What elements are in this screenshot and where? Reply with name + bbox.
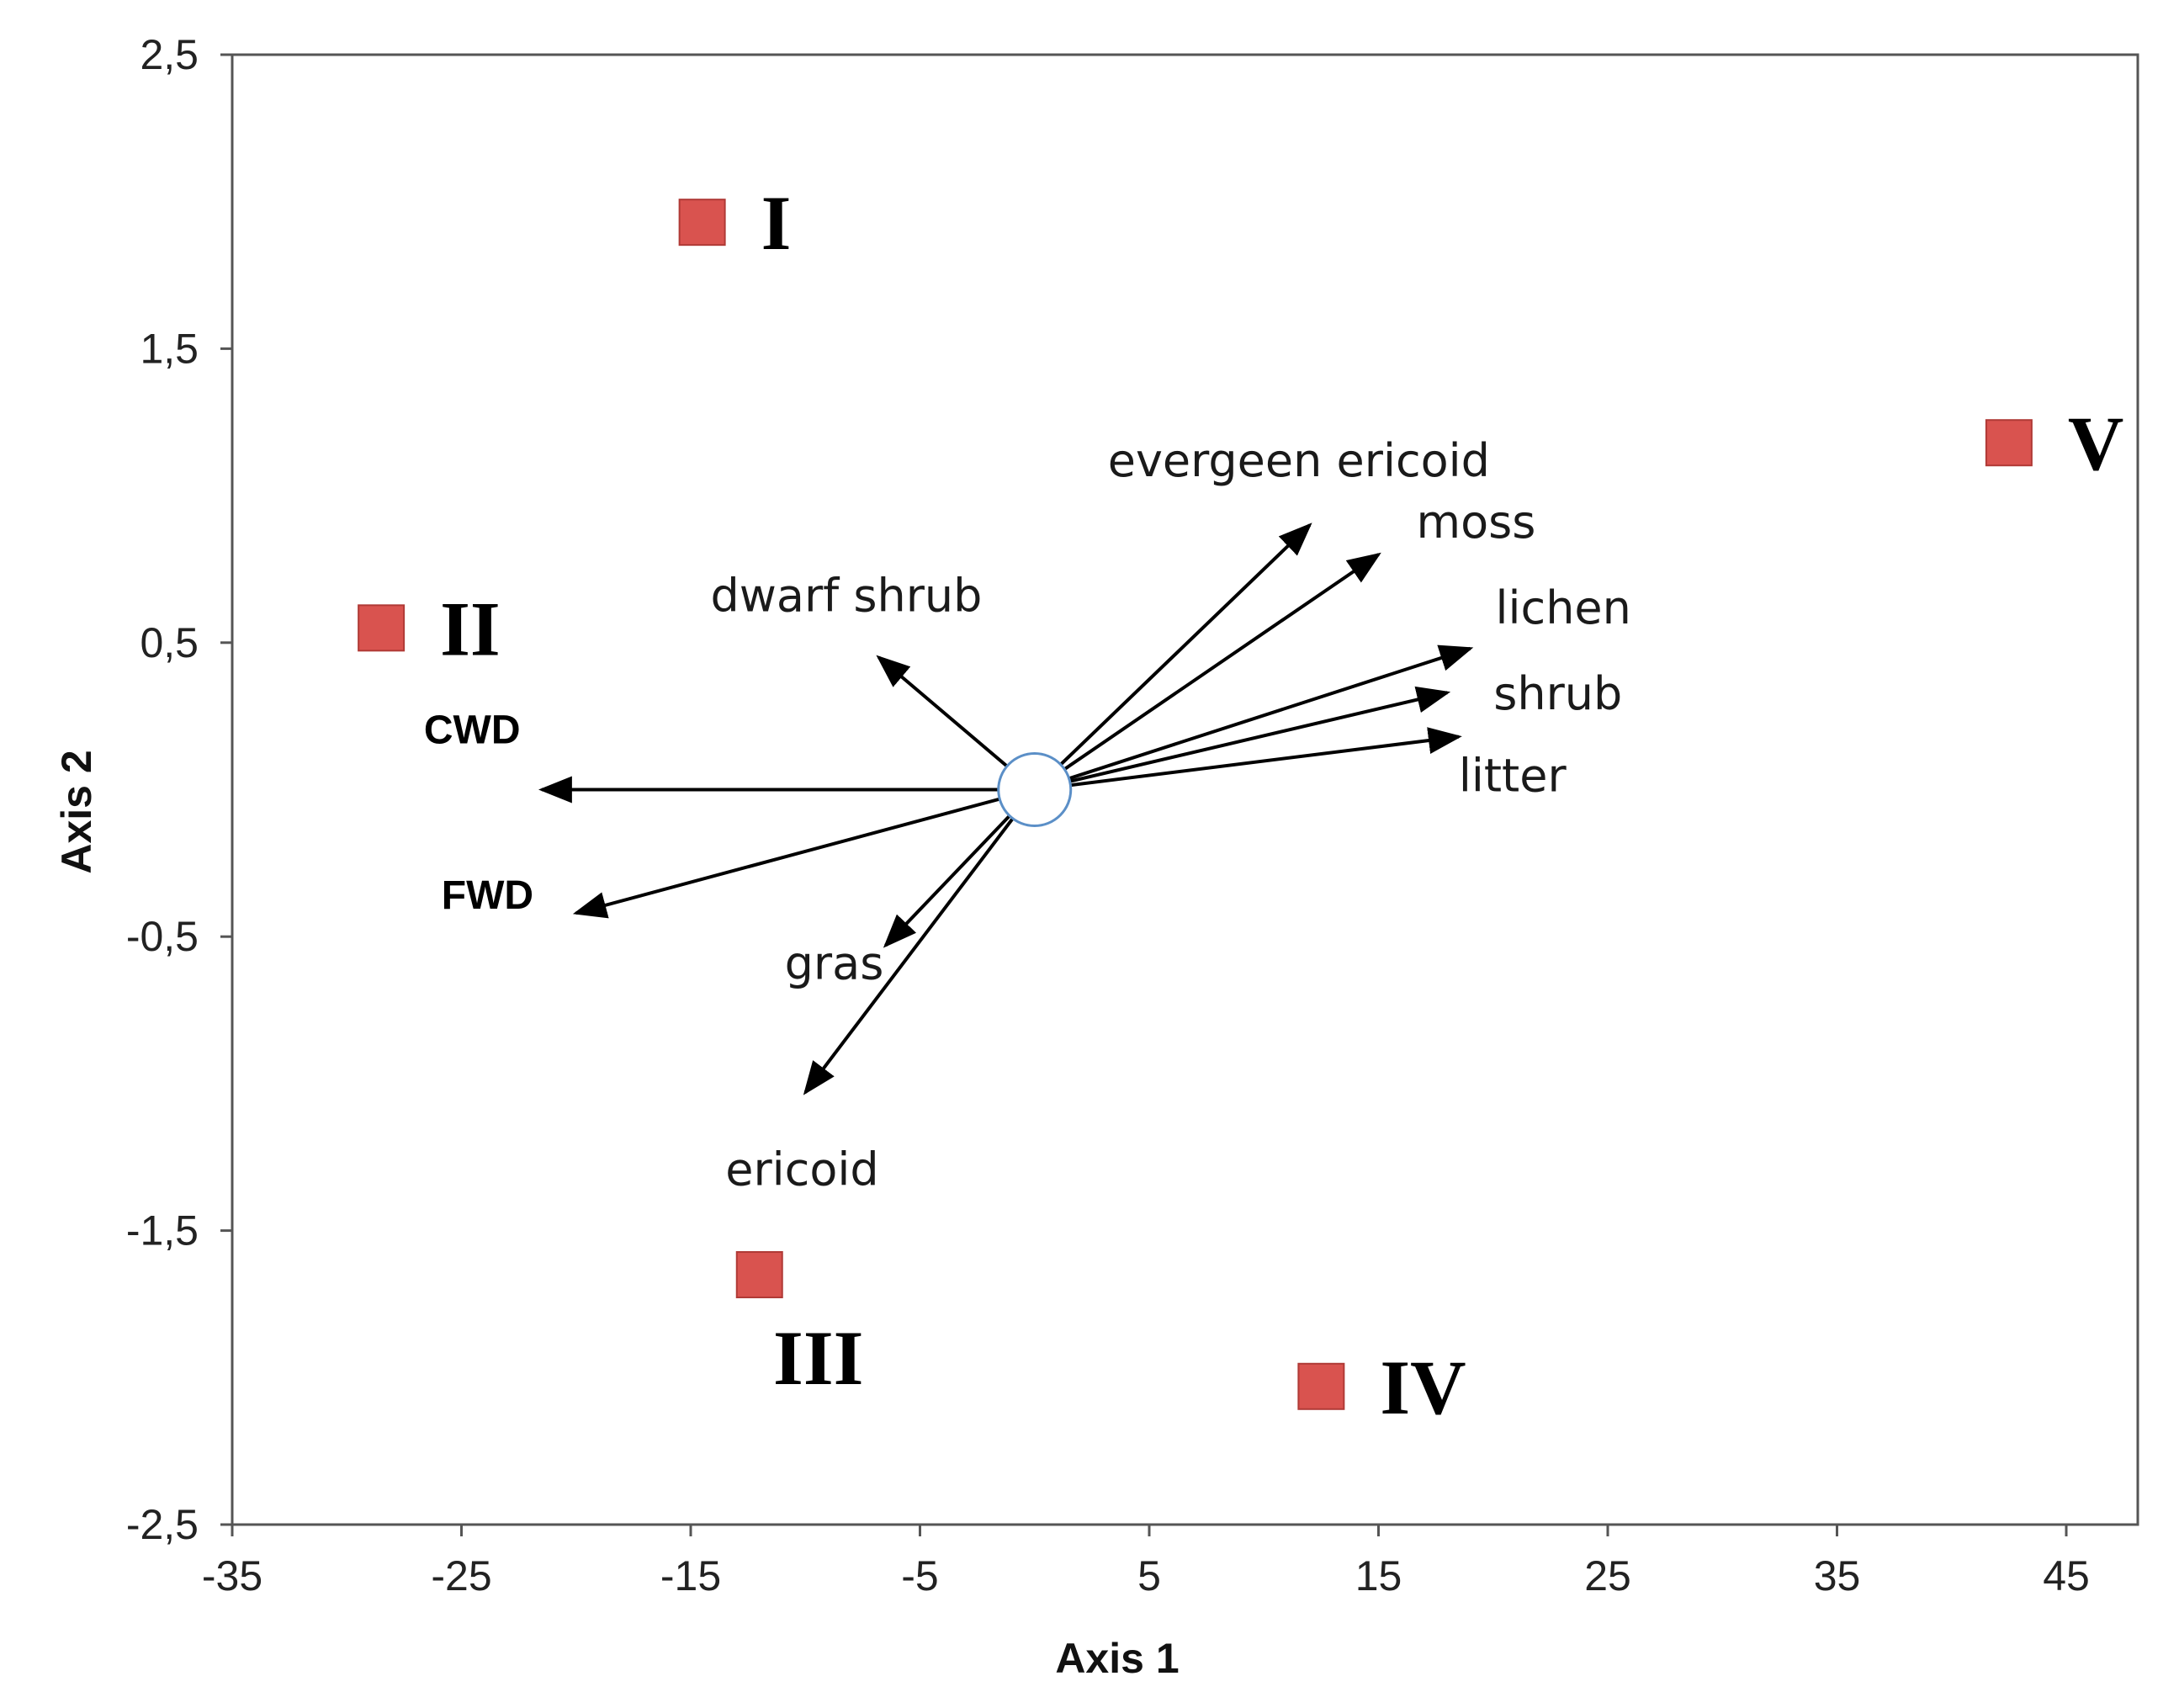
site-marker bbox=[735, 1251, 783, 1299]
vector-label: shrub bbox=[1493, 667, 1622, 720]
vector-label: CWD bbox=[424, 708, 521, 753]
x-tick-label: 15 bbox=[1355, 1552, 1402, 1599]
y-axis-ticks: 2,5 1,5 0,5 -0,5 -1,5 -2,5 bbox=[126, 31, 232, 1548]
site-label: V bbox=[2068, 400, 2123, 486]
vector-label: dwarf shrub bbox=[710, 569, 982, 622]
vector-arrow bbox=[1033, 522, 1312, 791]
site-marker bbox=[358, 604, 406, 652]
vector-label: gras bbox=[785, 937, 884, 990]
y-tick-label: 0,5 bbox=[140, 619, 199, 666]
plot-frame bbox=[231, 53, 2139, 1526]
x-axis-title: Axis 1 bbox=[1055, 1635, 1179, 1682]
site-marker bbox=[678, 199, 726, 247]
vector-arrow bbox=[803, 788, 1036, 1095]
x-tick-label: -25 bbox=[431, 1552, 491, 1599]
site-label: III bbox=[773, 1315, 863, 1401]
y-tick-label: 2,5 bbox=[140, 31, 199, 78]
x-tick-label: 45 bbox=[2043, 1552, 2090, 1599]
site-label: IV bbox=[1380, 1345, 1466, 1430]
y-tick-label: -1,5 bbox=[126, 1207, 199, 1254]
x-tick-label: 5 bbox=[1137, 1552, 1161, 1599]
vector-label: litter bbox=[1459, 750, 1567, 803]
vector-arrow bbox=[1034, 686, 1451, 792]
x-tick-label: -5 bbox=[901, 1552, 938, 1599]
vector-arrow bbox=[1034, 727, 1462, 792]
y-tick-label: 1,5 bbox=[140, 325, 199, 372]
x-tick-label: 35 bbox=[1814, 1552, 1861, 1599]
site-label: II bbox=[440, 586, 501, 671]
site-label: I bbox=[761, 180, 792, 266]
vector-arrow bbox=[572, 788, 1036, 919]
x-axis-ticks: -35 -25 -15 -5 5 15 25 35 45 bbox=[202, 1525, 2090, 1599]
y-axis-title: Axis 2 bbox=[53, 750, 100, 873]
vector-label: ericoid bbox=[725, 1143, 878, 1196]
vector-arrow bbox=[1033, 552, 1381, 792]
site-marker bbox=[1297, 1362, 1345, 1410]
vector-label: moss bbox=[1417, 496, 1536, 549]
x-tick-label: 25 bbox=[1584, 1552, 1631, 1599]
y-tick-label: -0,5 bbox=[126, 913, 199, 960]
vector-label: FWD bbox=[442, 873, 533, 918]
vector-label: evergeen ericoid bbox=[1108, 434, 1490, 487]
site-marker bbox=[1985, 419, 2033, 467]
x-tick-label: -35 bbox=[202, 1552, 262, 1599]
vector-label: lichen bbox=[1496, 581, 1631, 634]
origin-group bbox=[997, 752, 1073, 827]
y-tick-label: -2,5 bbox=[126, 1501, 199, 1548]
x-tick-label: -15 bbox=[660, 1552, 721, 1599]
origin-circle bbox=[997, 752, 1073, 827]
vector-arrow bbox=[1034, 644, 1474, 792]
vector-group: evergeen ericoid moss lichen shrub litter dwa… bbox=[424, 434, 1631, 1196]
